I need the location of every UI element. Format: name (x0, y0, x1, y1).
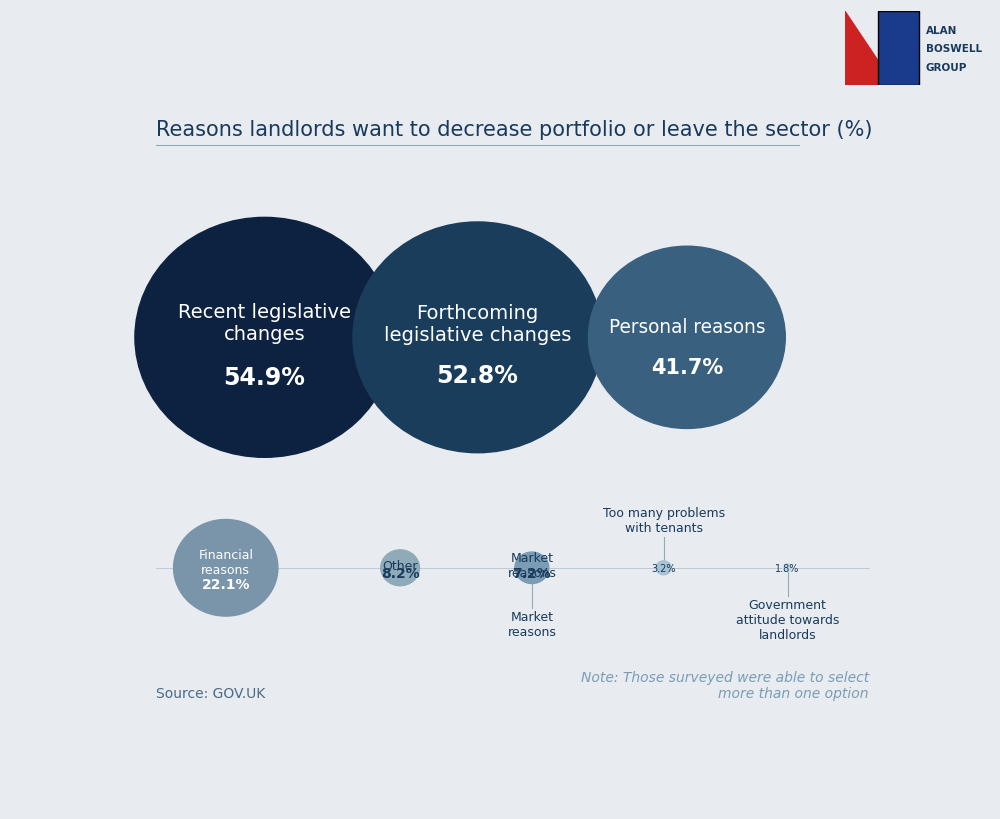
Text: Market
reasons: Market reasons (507, 552, 556, 580)
Ellipse shape (783, 564, 792, 572)
Text: BOSWELL: BOSWELL (926, 44, 982, 54)
Text: Too many problems
with tenants: Too many problems with tenants (603, 507, 725, 535)
Text: Personal reasons: Personal reasons (609, 318, 765, 337)
Ellipse shape (515, 552, 549, 584)
Text: 41.7%: 41.7% (651, 358, 723, 378)
Text: Note: Those surveyed were able to select
more than one option: Note: Those surveyed were able to select… (581, 671, 869, 700)
Text: 8.2%: 8.2% (381, 567, 420, 581)
Text: 3.2%: 3.2% (651, 563, 676, 573)
Text: Market
reasons: Market reasons (507, 610, 556, 638)
Text: 1.8%: 1.8% (775, 563, 800, 573)
Text: Financial
reasons: Financial reasons (198, 549, 253, 577)
Text: GROUP: GROUP (926, 62, 967, 73)
Text: Reasons landlords want to decrease portfolio or leave the sector (%): Reasons landlords want to decrease portf… (156, 120, 872, 140)
Polygon shape (845, 12, 894, 86)
Text: Recent legislative
changes: Recent legislative changes (178, 303, 351, 344)
Text: 54.9%: 54.9% (224, 365, 305, 390)
Ellipse shape (174, 520, 278, 617)
Ellipse shape (135, 218, 394, 458)
Text: Forthcoming
legislative changes: Forthcoming legislative changes (384, 304, 571, 345)
Ellipse shape (588, 247, 785, 429)
Ellipse shape (381, 550, 419, 586)
Text: Government
attitude towards
landlords: Government attitude towards landlords (736, 599, 839, 641)
Ellipse shape (656, 561, 671, 575)
FancyBboxPatch shape (878, 12, 919, 86)
Ellipse shape (353, 223, 602, 453)
Text: Source: GOV.UK: Source: GOV.UK (156, 686, 265, 700)
Text: 52.8%: 52.8% (437, 364, 519, 388)
Text: 22.1%: 22.1% (202, 577, 250, 591)
Text: ALAN: ALAN (926, 25, 957, 36)
Text: 7.2%: 7.2% (513, 566, 551, 580)
Text: Other: Other (382, 559, 418, 572)
